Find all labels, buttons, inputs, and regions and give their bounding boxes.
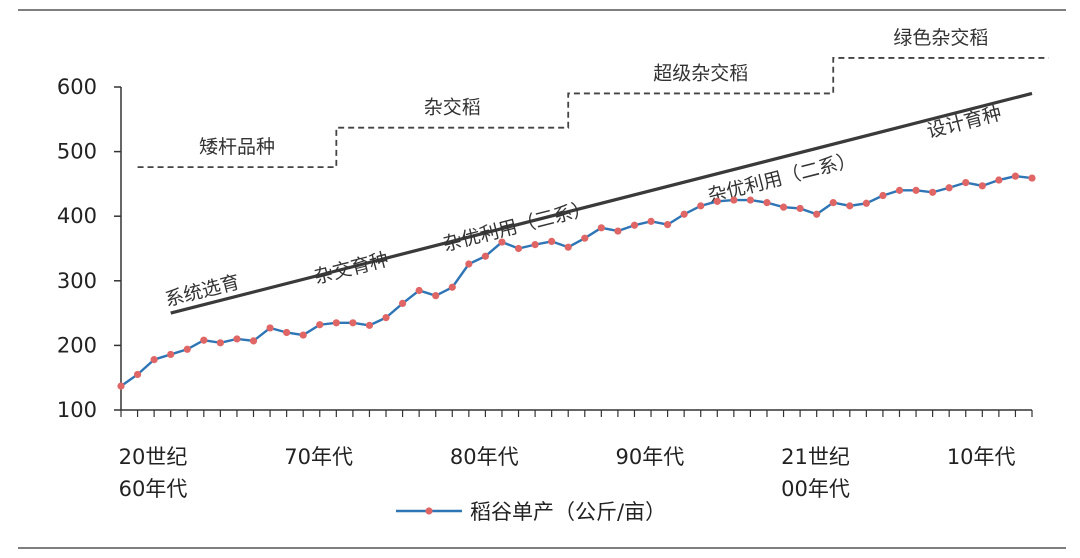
data-point	[945, 184, 953, 192]
data-point	[929, 188, 937, 196]
stage-label: 设计育种	[925, 102, 1004, 142]
data-point	[862, 199, 870, 207]
era-step-label: 超级杂交稻	[653, 62, 748, 84]
data-point	[415, 286, 423, 295]
data-point	[150, 356, 158, 364]
data-point	[614, 227, 622, 235]
data-point	[581, 234, 589, 242]
x-tick-label: 20世纪	[119, 445, 188, 469]
data-point	[730, 196, 738, 204]
data-point	[746, 196, 755, 204]
data-point	[879, 191, 887, 200]
data-point	[382, 314, 390, 322]
data-point	[216, 339, 224, 347]
data-point	[249, 337, 258, 345]
data-point	[283, 328, 291, 337]
x-tick-label: 70年代	[284, 445, 353, 469]
x-tick-label: 60年代	[119, 477, 188, 501]
data-point	[432, 292, 440, 300]
data-point	[365, 321, 374, 329]
y-tick-label: 500	[57, 140, 97, 164]
data-point	[846, 202, 854, 210]
data-point	[813, 210, 821, 218]
data-point	[763, 199, 771, 207]
data-point	[465, 260, 473, 268]
data-point	[995, 176, 1003, 184]
data-point	[167, 350, 175, 359]
stage-label: 杂交育种	[312, 248, 391, 288]
data-point	[713, 197, 721, 205]
era-step-label: 绿色杂交稻	[893, 27, 988, 49]
y-tick-label: 200	[57, 333, 97, 357]
x-tick-label: 90年代	[616, 445, 685, 469]
data-point	[514, 244, 523, 253]
data-point	[796, 204, 804, 213]
x-axis: 20世纪 60年代 70年代 80年代 90年代 21世纪 00年代 10年代	[119, 409, 1033, 501]
data-point	[895, 186, 904, 194]
data-point	[630, 221, 639, 229]
x-tick-label: 00年代	[781, 477, 850, 501]
data-point	[647, 217, 655, 225]
data-point	[531, 241, 539, 249]
data-point	[680, 210, 688, 218]
data-point	[498, 238, 506, 246]
data-point	[1011, 172, 1020, 180]
data-point	[299, 331, 307, 339]
data-point	[912, 186, 920, 194]
legend-marker	[425, 507, 433, 515]
data-point	[316, 321, 324, 329]
data-point	[829, 199, 837, 207]
data-point	[597, 224, 605, 232]
data-point	[332, 319, 340, 327]
data-point	[349, 319, 357, 327]
era-step-label: 杂交稻	[424, 97, 481, 119]
data-point	[133, 370, 142, 379]
y-axis: 100 200 300 400 500 600	[57, 75, 122, 422]
series-group	[117, 172, 1036, 390]
data-point	[117, 382, 125, 390]
data-point	[481, 252, 489, 260]
data-point	[962, 179, 970, 187]
legend: 稻谷单产（公斤/亩）	[396, 500, 666, 524]
era-step-line	[137, 57, 1049, 169]
data-point	[448, 283, 456, 291]
data-point	[779, 203, 788, 211]
data-point	[266, 324, 274, 332]
data-point	[233, 335, 241, 343]
y-tick-label: 300	[57, 269, 97, 293]
legend-label: 稻谷单产（公斤/亩）	[470, 500, 666, 524]
x-tick-label: 10年代	[947, 445, 1016, 469]
era-steps: 矮杆品种 杂交稻 超级杂交稻 绿色杂交稻	[137, 27, 1049, 169]
data-point	[978, 182, 986, 190]
y-tick-label: 100	[57, 398, 97, 422]
data-point	[548, 237, 556, 245]
x-tick-label: 80年代	[450, 445, 519, 469]
era-step-label: 矮杆品种	[199, 136, 275, 158]
data-point	[200, 336, 208, 344]
trend-line	[170, 91, 1033, 315]
y-tick-label: 600	[57, 75, 97, 99]
data-point	[697, 202, 705, 210]
data-point	[664, 220, 672, 229]
data-point	[564, 243, 572, 251]
data-point	[1028, 174, 1036, 182]
x-tick-label: 21世纪	[781, 445, 850, 469]
data-point	[183, 345, 191, 353]
y-tick-label: 400	[57, 204, 97, 228]
data-point	[398, 299, 407, 308]
